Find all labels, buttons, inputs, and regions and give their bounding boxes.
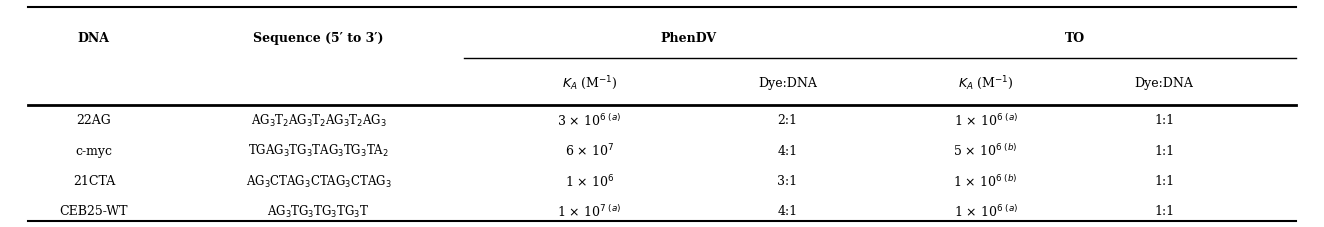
Text: $\mathit{K}_A$ (M$^{-1}$): $\mathit{K}_A$ (M$^{-1}$) — [561, 74, 617, 92]
Text: 22AG: 22AG — [77, 114, 111, 127]
Text: 5 $\times$ 10$^{6\ (b)}$: 5 $\times$ 10$^{6\ (b)}$ — [953, 143, 1018, 158]
Text: DNA: DNA — [78, 32, 110, 45]
Text: 6 $\times$ 10$^7$: 6 $\times$ 10$^7$ — [565, 142, 614, 159]
Text: AG$_3$TG$_3$TG$_3$TG$_3$T: AG$_3$TG$_3$TG$_3$TG$_3$T — [267, 203, 369, 219]
Text: CEB25-WT: CEB25-WT — [60, 205, 128, 217]
Text: 21CTA: 21CTA — [73, 174, 115, 187]
Text: 1:1: 1:1 — [1155, 114, 1174, 127]
Text: 3 $\times$ 10$^{6\ (a)}$: 3 $\times$ 10$^{6\ (a)}$ — [557, 112, 621, 128]
Text: AG$_3$T$_2$AG$_3$T$_2$AG$_3$T$_2$AG$_3$: AG$_3$T$_2$AG$_3$T$_2$AG$_3$T$_2$AG$_3$ — [250, 112, 387, 128]
Text: 1 $\times$ 10$^{6\ (b)}$: 1 $\times$ 10$^{6\ (b)}$ — [953, 173, 1018, 189]
Text: 1:1: 1:1 — [1155, 144, 1174, 157]
Text: $\mathit{K}_A$ (M$^{-1}$): $\mathit{K}_A$ (M$^{-1}$) — [959, 74, 1013, 92]
Text: Dye:DNA: Dye:DNA — [1135, 77, 1193, 90]
Text: Sequence (5′ to 3′): Sequence (5′ to 3′) — [253, 32, 384, 45]
Text: 1 $\times$ 10$^6$: 1 $\times$ 10$^6$ — [564, 173, 614, 189]
Text: 1:1: 1:1 — [1155, 174, 1174, 187]
Text: Dye:DNA: Dye:DNA — [759, 77, 817, 90]
Text: TGAG$_3$TG$_3$TAG$_3$TG$_3$TA$_2$: TGAG$_3$TG$_3$TAG$_3$TG$_3$TA$_2$ — [248, 143, 389, 158]
Text: 4:1: 4:1 — [777, 205, 797, 217]
Text: c-myc: c-myc — [75, 144, 113, 157]
Text: 1 $\times$ 10$^{6\ (a)}$: 1 $\times$ 10$^{6\ (a)}$ — [953, 203, 1018, 219]
Text: 1 $\times$ 10$^{6\ (a)}$: 1 $\times$ 10$^{6\ (a)}$ — [953, 112, 1018, 128]
Text: AG$_3$CTAG$_3$CTAG$_3$CTAG$_3$: AG$_3$CTAG$_3$CTAG$_3$CTAG$_3$ — [245, 173, 392, 189]
Text: TO: TO — [1064, 32, 1084, 45]
Text: 2:1: 2:1 — [777, 114, 797, 127]
Text: PhenDV: PhenDV — [661, 32, 716, 45]
Text: 1 $\times$ 10$^{7\ (a)}$: 1 $\times$ 10$^{7\ (a)}$ — [557, 203, 621, 219]
Text: 4:1: 4:1 — [777, 144, 797, 157]
Text: 3:1: 3:1 — [777, 174, 797, 187]
Text: 1:1: 1:1 — [1155, 205, 1174, 217]
